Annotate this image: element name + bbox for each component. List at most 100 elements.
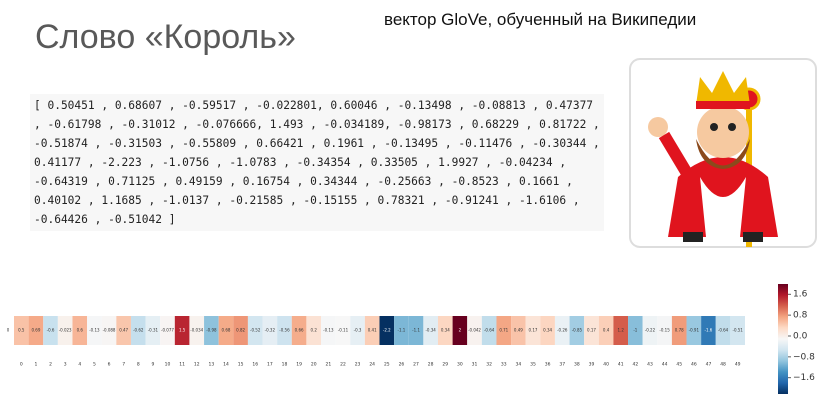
heat-cell [218, 316, 234, 345]
x-tick-label: 20 [311, 362, 317, 368]
cell-label: -0.34 [425, 328, 436, 333]
heat-cell [423, 316, 438, 345]
cell-label: -0.51 [733, 328, 744, 333]
heat-cell [189, 316, 205, 345]
x-tick-label: 16 [252, 362, 258, 368]
heat-cell [642, 316, 658, 345]
heat-cell [262, 316, 278, 345]
x-tick-label: 37 [559, 362, 565, 368]
cell-label: -0.11 [338, 328, 349, 333]
cell-label: -0.3 [354, 328, 362, 333]
vector-line: 0.41177 , -2.223 , -1.0756 , -1.0783 , -… [34, 156, 567, 169]
heat-cell [379, 316, 395, 345]
heat-cell [730, 316, 745, 345]
x-tick-label: 48 [720, 362, 726, 368]
heat-cell [511, 316, 526, 345]
heat-cell [87, 316, 102, 345]
heat-cell [701, 316, 716, 345]
heat-cell [540, 316, 555, 345]
cell-label: 0.34 [543, 328, 552, 333]
cell-label: 0.78 [675, 328, 684, 333]
heat-cell [306, 316, 322, 345]
heat-cell [481, 316, 497, 345]
cell-label: -0.64 [484, 328, 495, 333]
title: Слово «Король» [35, 18, 296, 56]
x-tick-label: 32 [486, 362, 492, 368]
cell-label: -0.98 [206, 328, 217, 333]
heat-cell [686, 316, 702, 345]
heat-cell [130, 316, 146, 345]
cell-label: 0.34 [441, 328, 450, 333]
heat-cell [671, 316, 687, 345]
cell-label: 1.5 [179, 328, 186, 333]
heat-cell [72, 316, 88, 345]
heat-cell [364, 316, 380, 345]
vector-line: -0.51874 , -0.31503 , -0.55809 , 0.66421… [34, 137, 600, 150]
cell-label: -0.6 [47, 328, 55, 333]
x-tick-label: 43 [647, 362, 653, 368]
cell-label: -0.034 [190, 328, 203, 333]
cell-label: -0.85 [572, 328, 583, 333]
cell-label: -0.64 [718, 328, 729, 333]
heat-cell [28, 316, 44, 345]
x-tick-label: 35 [530, 362, 536, 368]
colorbar-tick-label: 1.6 [793, 290, 808, 300]
heat-cell [496, 316, 512, 345]
heat-cell [14, 316, 29, 345]
colorbar-tick-label: 0.0 [793, 331, 808, 341]
cell-label: 0.47 [119, 328, 128, 333]
x-tick-label: 47 [706, 362, 712, 368]
cell-label: -0.52 [250, 328, 261, 333]
heat-cell [277, 316, 292, 345]
cell-label: -0.077 [161, 328, 174, 333]
x-tick-label: 12 [194, 362, 200, 368]
cell-label: 0.71 [499, 328, 508, 333]
cell-label: -1.1 [398, 328, 406, 333]
heat-cell [43, 316, 58, 345]
colorbar-tick-label: 0.8 [793, 311, 808, 321]
x-tick-label: 29 [442, 362, 448, 368]
x-tick-label: 30 [457, 362, 463, 368]
vector-line: -0.64319 , 0.71125 , 0.49159 , 0.16754 ,… [34, 175, 573, 188]
x-tick-label: 22 [340, 362, 346, 368]
cell-label: -2.2 [383, 328, 391, 333]
x-tick-label: 8 [137, 362, 140, 368]
x-tick-label: 19 [296, 362, 302, 368]
x-tick-label: 25 [384, 362, 390, 368]
cell-label: -0.042 [468, 328, 481, 333]
x-tick-label: 4 [78, 362, 81, 368]
x-tick-label: 6 [108, 362, 111, 368]
x-tick-label: 0 [20, 362, 23, 368]
x-tick-label: 44 [662, 362, 668, 368]
heat-cell [628, 316, 643, 345]
x-tick-label: 15 [238, 362, 244, 368]
cell-label: -0.13 [323, 328, 334, 333]
cell-label: -0.62 [133, 328, 144, 333]
cell-label: -1.6 [705, 328, 713, 333]
cell-label: -0.31 [148, 328, 159, 333]
vector-line: [ 0.50451 , 0.68607 , -0.59517 , -0.0228… [34, 99, 594, 112]
x-tick-label: 33 [501, 362, 507, 368]
heat-cell [247, 316, 263, 345]
cell-label: -0.023 [59, 328, 72, 333]
x-tick-label: 13 [209, 362, 215, 368]
heat-cell [569, 316, 585, 345]
cell-label: 0.2 [311, 328, 318, 333]
x-tick-label: 2 [49, 362, 52, 368]
heat-cell [584, 316, 599, 345]
vector-line: 0.40102 , 1.1685 , -1.0137 , -0.21585 , … [34, 194, 580, 207]
heat-cell [613, 316, 629, 345]
heat-cell [598, 316, 614, 345]
x-tick-label: 9 [151, 362, 154, 368]
heatmap: 0 0.500.691-0.62-0.02330.64-0.135-0.08860… [7, 284, 815, 394]
heat-cell [335, 316, 351, 345]
colorbar-tick-label: −0.8 [793, 352, 815, 362]
heat-cell [525, 316, 541, 345]
x-tick-label: 46 [691, 362, 697, 368]
x-tick-label: 17 [267, 362, 273, 368]
cell-label: 0.17 [529, 328, 538, 333]
cell-label: 0.49 [514, 328, 523, 333]
heat-cell [160, 316, 175, 345]
heat-cell [408, 316, 424, 345]
